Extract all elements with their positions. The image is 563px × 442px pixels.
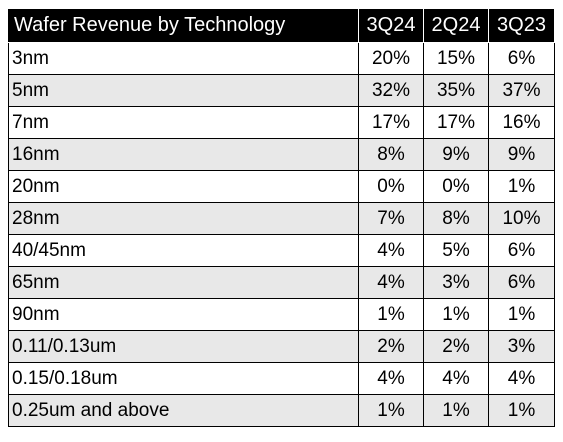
row-label-technology: 0.15/0.18um bbox=[8, 362, 359, 395]
cell-value-3q24: 2% bbox=[358, 330, 424, 363]
cell-value-3q24: 4% bbox=[358, 234, 424, 267]
cell-value-3q24: 0% bbox=[358, 170, 424, 203]
table-row: 28nm 7% 8% 10% bbox=[8, 202, 555, 235]
cell-value-3q23: 1% bbox=[488, 298, 555, 331]
cell-value-2q24: 4% bbox=[423, 362, 489, 395]
cell-value-3q23: 6% bbox=[488, 266, 555, 299]
cell-value-3q24: 4% bbox=[358, 266, 424, 299]
table-row: 90nm 1% 1% 1% bbox=[8, 298, 555, 331]
wafer-revenue-table: Wafer Revenue by Technology 3Q24 2Q24 3Q… bbox=[8, 8, 555, 427]
cell-value-3q24: 1% bbox=[358, 298, 424, 331]
cell-value-2q24: 3% bbox=[423, 266, 489, 299]
header-row: Wafer Revenue by Technology 3Q24 2Q24 3Q… bbox=[8, 8, 555, 43]
cell-value-3q24: 8% bbox=[358, 138, 424, 171]
cell-value-3q23: 16% bbox=[488, 106, 555, 139]
table-row: 16nm 8% 9% 9% bbox=[8, 138, 555, 171]
row-label-technology: 20nm bbox=[8, 170, 359, 203]
table-row: 0.25um and above 1% 1% 1% bbox=[8, 394, 555, 427]
table-row: 7nm 17% 17% 16% bbox=[8, 106, 555, 139]
cell-value-3q24: 17% bbox=[358, 106, 424, 139]
cell-value-3q24: 32% bbox=[358, 74, 424, 107]
cell-value-2q24: 8% bbox=[423, 202, 489, 235]
column-header-3q24: 3Q24 bbox=[358, 8, 424, 43]
cell-value-3q23: 1% bbox=[488, 394, 555, 427]
cell-value-3q23: 3% bbox=[488, 330, 555, 363]
cell-value-3q23: 37% bbox=[488, 74, 555, 107]
cell-value-3q24: 20% bbox=[358, 42, 424, 75]
cell-value-3q24: 1% bbox=[358, 394, 424, 427]
table-row: 40/45nm 4% 5% 6% bbox=[8, 234, 555, 267]
cell-value-3q24: 4% bbox=[358, 362, 424, 395]
row-label-technology: 5nm bbox=[8, 74, 359, 107]
column-header-2q24: 2Q24 bbox=[423, 8, 489, 43]
cell-value-3q23: 6% bbox=[488, 42, 555, 75]
cell-value-3q23: 9% bbox=[488, 138, 555, 171]
row-label-technology: 65nm bbox=[8, 266, 359, 299]
table-row: 0.11/0.13um 2% 2% 3% bbox=[8, 330, 555, 363]
table-row: 0.15/0.18um 4% 4% 4% bbox=[8, 362, 555, 395]
cell-value-3q23: 10% bbox=[488, 202, 555, 235]
revenue-table-container: Wafer Revenue by Technology 3Q24 2Q24 3Q… bbox=[8, 8, 555, 435]
cell-value-3q24: 7% bbox=[358, 202, 424, 235]
cell-value-2q24: 9% bbox=[423, 138, 489, 171]
row-label-technology: 0.25um and above bbox=[8, 394, 359, 427]
cell-value-3q23: 4% bbox=[488, 362, 555, 395]
cell-value-3q23: 1% bbox=[488, 170, 555, 203]
cell-value-2q24: 1% bbox=[423, 298, 489, 331]
cell-value-2q24: 0% bbox=[423, 170, 489, 203]
cell-value-3q23: 6% bbox=[488, 234, 555, 267]
cell-value-2q24: 2% bbox=[423, 330, 489, 363]
row-label-technology: 16nm bbox=[8, 138, 359, 171]
table-row: 3nm 20% 15% 6% bbox=[8, 42, 555, 75]
table-header: Wafer Revenue by Technology 3Q24 2Q24 3Q… bbox=[8, 8, 555, 43]
table-row: 5nm 32% 35% 37% bbox=[8, 74, 555, 107]
cell-value-2q24: 1% bbox=[423, 394, 489, 427]
row-label-technology: 40/45nm bbox=[8, 234, 359, 267]
table-body: 3nm 20% 15% 6% 5nm 32% 35% 37% 7nm 17% 17% 16% 16nm 8… bbox=[8, 42, 555, 427]
cell-value-2q24: 5% bbox=[423, 234, 489, 267]
cell-value-2q24: 15% bbox=[423, 42, 489, 75]
column-header-3q23: 3Q23 bbox=[488, 8, 555, 43]
row-label-technology: 7nm bbox=[8, 106, 359, 139]
row-label-technology: 0.11/0.13um bbox=[8, 330, 359, 363]
cell-value-2q24: 35% bbox=[423, 74, 489, 107]
row-label-technology: 90nm bbox=[8, 298, 359, 331]
row-label-technology: 28nm bbox=[8, 202, 359, 235]
cell-value-2q24: 17% bbox=[423, 106, 489, 139]
row-label-technology: 3nm bbox=[8, 42, 359, 75]
table-title: Wafer Revenue by Technology bbox=[8, 8, 359, 43]
table-row: 65nm 4% 3% 6% bbox=[8, 266, 555, 299]
table-row: 20nm 0% 0% 1% bbox=[8, 170, 555, 203]
